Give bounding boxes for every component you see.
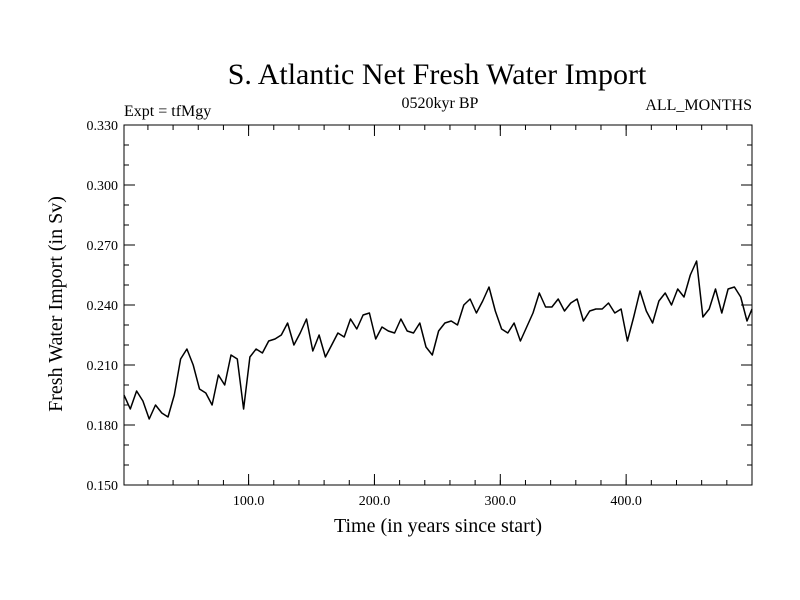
x-axis: 100.0 200.0 300.0 400.0 [147,125,728,509]
x-tick-label: 300.0 [485,494,517,509]
y-tick-label: 0.300 [87,179,119,194]
x-tick-label: 400.0 [610,494,642,509]
subtitle-right: ALL_MONTHS [645,97,752,114]
y-axis-label: Fresh Water Import (in Sv) [45,196,67,412]
y-tick-label: 0.270 [87,239,119,254]
y-tick-label: 0.210 [87,359,119,374]
y-tick-label: 0.330 [87,119,119,134]
chart-title: S. Atlantic Net Fresh Water Import [228,58,647,91]
x-tick-label: 100.0 [233,494,265,509]
y-tick-label: 0.150 [87,479,119,494]
plot-area [123,124,753,486]
y-tick-label: 0.180 [87,419,119,434]
subtitle-left: Expt = tfMgy [124,103,211,120]
y-tick-label: 0.240 [87,299,119,314]
y-axis: 0.150 0.180 0.210 0.240 0.270 0.300 0.330 [87,119,752,494]
x-tick-label: 200.0 [359,494,391,509]
subtitle-center: 0520kyr BP [402,95,479,112]
series-line-0 [123,260,753,420]
x-axis-label: Time (in years since start) [334,515,542,537]
